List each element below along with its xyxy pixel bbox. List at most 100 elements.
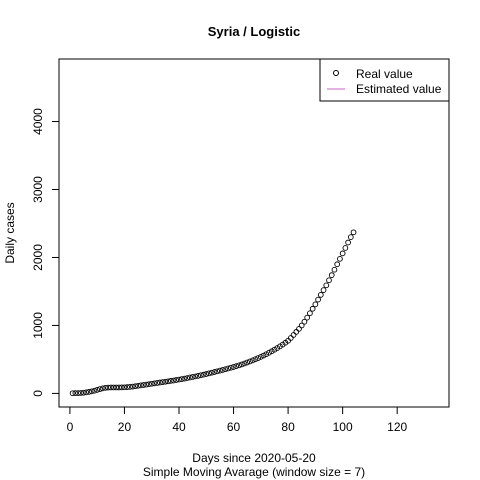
data-point <box>350 229 357 236</box>
data-point <box>154 380 161 386</box>
x-axis: 0 20 40 60 80 100 120 <box>67 406 408 434</box>
data-point <box>105 384 111 391</box>
data-point <box>86 389 92 395</box>
x-tick-label: 80 <box>281 420 295 434</box>
data-point <box>339 250 346 257</box>
data-point <box>236 362 242 369</box>
data-point <box>113 384 120 391</box>
data-point <box>118 384 125 391</box>
data-point <box>132 383 139 390</box>
data-point <box>69 390 76 397</box>
data-point <box>187 374 193 381</box>
data-point <box>247 358 253 365</box>
x-tick-label: 100 <box>333 420 353 434</box>
chart-title: Syria / Logistic <box>208 24 300 39</box>
data-point <box>323 282 330 289</box>
data-point <box>301 318 308 325</box>
data-point <box>214 368 221 375</box>
data-point <box>309 305 316 312</box>
data-point <box>80 389 87 396</box>
data-point <box>225 365 231 372</box>
data-point <box>249 357 256 364</box>
x-tick-label: 60 <box>227 420 241 434</box>
data-point <box>334 261 341 268</box>
data-point <box>312 301 319 308</box>
data-point <box>137 382 144 389</box>
data-point <box>72 390 79 396</box>
data-point <box>135 382 141 389</box>
data-point <box>140 382 147 388</box>
data-point <box>347 234 354 240</box>
data-point <box>99 385 106 392</box>
data-point <box>143 381 150 388</box>
data-point <box>189 374 196 380</box>
data-point <box>345 239 351 246</box>
y-tick-label: 4000 <box>31 108 45 135</box>
data-point <box>200 371 207 378</box>
x-tick-label: 20 <box>118 420 132 434</box>
data-point <box>178 376 185 382</box>
data-point <box>162 378 169 385</box>
data-point <box>94 387 101 393</box>
data-point <box>328 272 335 278</box>
legend-box <box>319 58 450 102</box>
data-point <box>102 384 109 391</box>
data-point <box>241 360 248 367</box>
x-tick-label: 40 <box>172 420 186 434</box>
data-point <box>173 377 180 383</box>
data-point <box>263 351 270 358</box>
data-point <box>184 375 191 381</box>
x-tick-label: 0 <box>67 420 74 434</box>
data-point <box>110 384 117 391</box>
data-point <box>167 378 174 384</box>
data-point <box>197 372 204 379</box>
data-points <box>69 229 357 397</box>
data-point <box>268 348 275 355</box>
data-point <box>238 361 245 368</box>
data-point <box>146 381 152 388</box>
x-axis-sublabel: Simple Moving Avarage (window size = 7) <box>143 465 365 479</box>
x-axis-label: Days since 2020-05-20 <box>192 451 316 465</box>
data-point <box>203 371 210 377</box>
data-point <box>252 356 259 363</box>
data-point <box>342 245 349 251</box>
data-point <box>227 364 234 371</box>
data-point <box>211 369 218 375</box>
x-tick-label: 120 <box>387 420 407 434</box>
y-tick-label: 3000 <box>31 176 45 203</box>
legend-label-estimated: Estimated value <box>356 82 442 96</box>
data-point <box>298 322 305 329</box>
legend: Real value Estimated value <box>319 58 450 102</box>
y-tick-label: 2000 <box>31 244 45 271</box>
data-point <box>192 373 199 380</box>
data-point <box>307 310 313 317</box>
data-point <box>88 388 95 395</box>
data-point <box>148 380 155 387</box>
data-point <box>124 384 131 391</box>
data-point <box>320 287 327 293</box>
data-point <box>121 384 128 391</box>
data-point <box>127 384 133 390</box>
data-point <box>257 353 264 360</box>
data-point <box>83 389 90 396</box>
data-point <box>317 292 324 298</box>
legend-circle-marker <box>333 70 339 76</box>
data-point <box>107 384 114 391</box>
data-point <box>170 377 177 384</box>
data-point <box>266 349 272 356</box>
data-point <box>129 383 136 390</box>
data-point <box>230 364 237 370</box>
data-point <box>304 314 311 321</box>
legend-label-real: Real value <box>356 67 413 81</box>
y-axis: 0 1000 2000 3000 4000 <box>31 108 60 397</box>
data-point <box>217 367 223 374</box>
data-point <box>116 384 122 391</box>
data-point <box>296 325 302 332</box>
data-point <box>331 266 338 273</box>
data-point <box>208 369 215 376</box>
data-point <box>255 355 261 361</box>
data-point <box>326 277 332 284</box>
y-tick-label: 1000 <box>31 312 45 339</box>
y-tick-label: 0 <box>31 390 45 397</box>
